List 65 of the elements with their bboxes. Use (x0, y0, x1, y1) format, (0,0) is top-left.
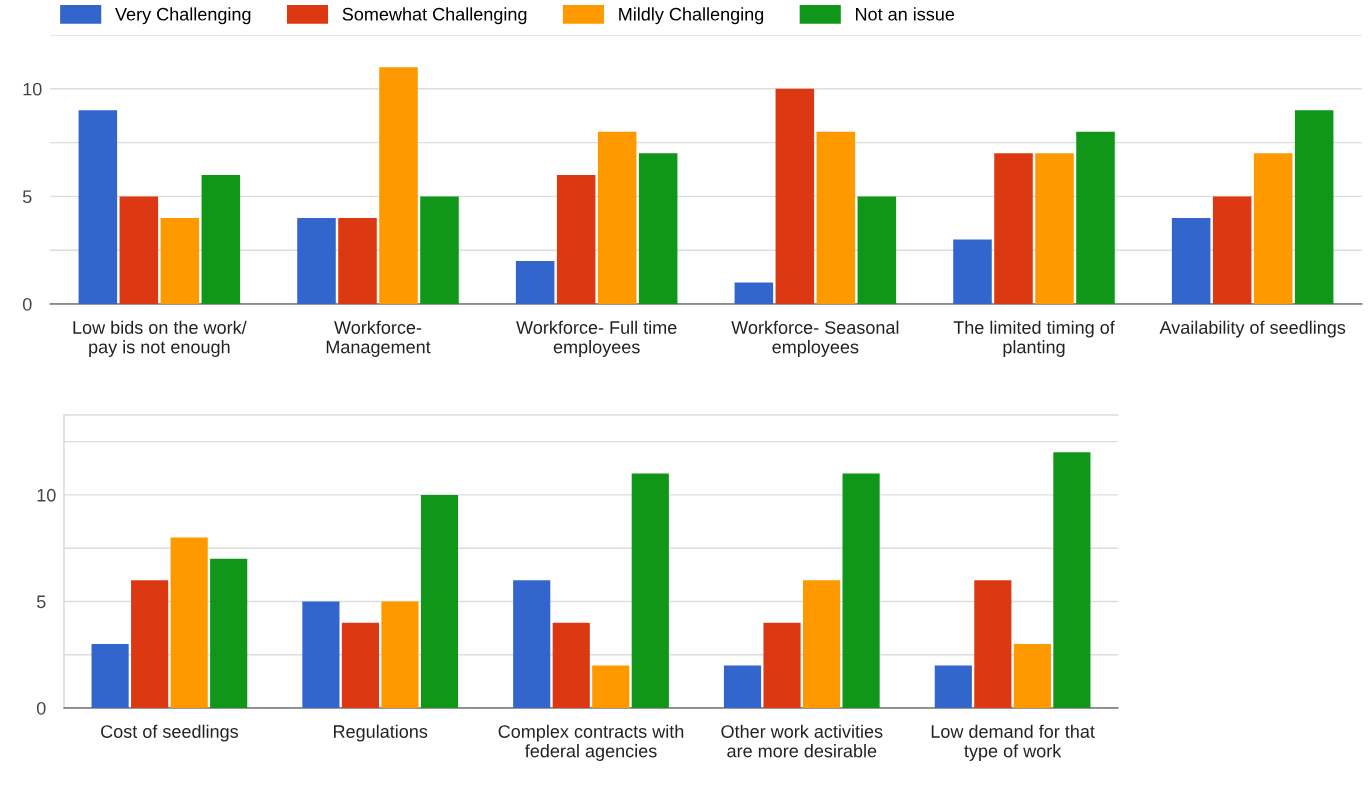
bar (201, 174, 241, 304)
bar (1212, 196, 1252, 304)
bar (338, 217, 377, 304)
legend-label: Very Challenging (115, 7, 251, 25)
x-tick-label: Workforce- Full time employees (516, 320, 677, 357)
bar (515, 260, 555, 304)
bar (552, 622, 590, 708)
bar (420, 196, 459, 304)
bar (381, 601, 419, 708)
bar (119, 196, 159, 304)
bar (341, 622, 380, 708)
bar (934, 665, 972, 708)
y-tick-label: 5 (22, 190, 32, 204)
bar (638, 153, 678, 304)
bar (592, 665, 630, 708)
y-tick-label: 0 (36, 701, 46, 715)
x-tick-label: Cost of seedlings (101, 724, 238, 742)
bar (420, 494, 459, 708)
bar (857, 196, 897, 304)
x-tick-label: Low demand for that type of work (931, 724, 1095, 761)
bar (210, 558, 248, 708)
legend-label: Not an issue (856, 7, 955, 21)
bar (1253, 153, 1293, 304)
bar (556, 174, 596, 304)
bar (1053, 452, 1091, 708)
y-tick-label: 0 (22, 297, 32, 311)
bar (723, 665, 762, 708)
bar (953, 239, 992, 304)
bar (1294, 110, 1334, 304)
bar (1035, 153, 1074, 304)
bar (842, 473, 880, 708)
bar (131, 580, 169, 708)
bar (974, 580, 1012, 708)
x-tick-label: Workforce- Management (326, 320, 431, 357)
bar (631, 473, 669, 708)
x-tick-label: Availability of seedlings (1159, 320, 1346, 338)
bar (734, 282, 774, 304)
bar (597, 131, 637, 304)
legend-label: Mildly Challenging (619, 7, 764, 25)
bar (1171, 217, 1211, 304)
bar (91, 644, 129, 708)
bar (170, 537, 208, 708)
bar (775, 88, 815, 304)
x-tick-label: The limited timing of planting (953, 320, 1115, 357)
bar (816, 131, 856, 304)
legend-label: Somewhat Challenging (342, 7, 527, 25)
x-tick-label: Regulations (334, 724, 428, 742)
bar (763, 622, 801, 708)
bar (379, 67, 418, 304)
bar (1076, 131, 1115, 304)
x-tick-label: Complex contracts with federal agencies (498, 724, 684, 761)
bar (302, 601, 340, 708)
x-tick-label: Other work activities are more desirable (721, 724, 883, 758)
y-tick-label: 10 (37, 488, 56, 502)
bar (1013, 644, 1051, 708)
bar (78, 110, 118, 304)
bar (513, 580, 551, 708)
bar (802, 580, 841, 708)
bar (994, 153, 1033, 304)
x-tick-label: Workforce- Seasonal employees (731, 320, 899, 357)
y-tick-label: 10 (23, 82, 42, 96)
bar (297, 217, 336, 304)
bar (160, 217, 200, 304)
y-tick-label: 5 (36, 595, 46, 609)
x-tick-label: Low bids on the work/ pay is not enough (73, 320, 247, 357)
